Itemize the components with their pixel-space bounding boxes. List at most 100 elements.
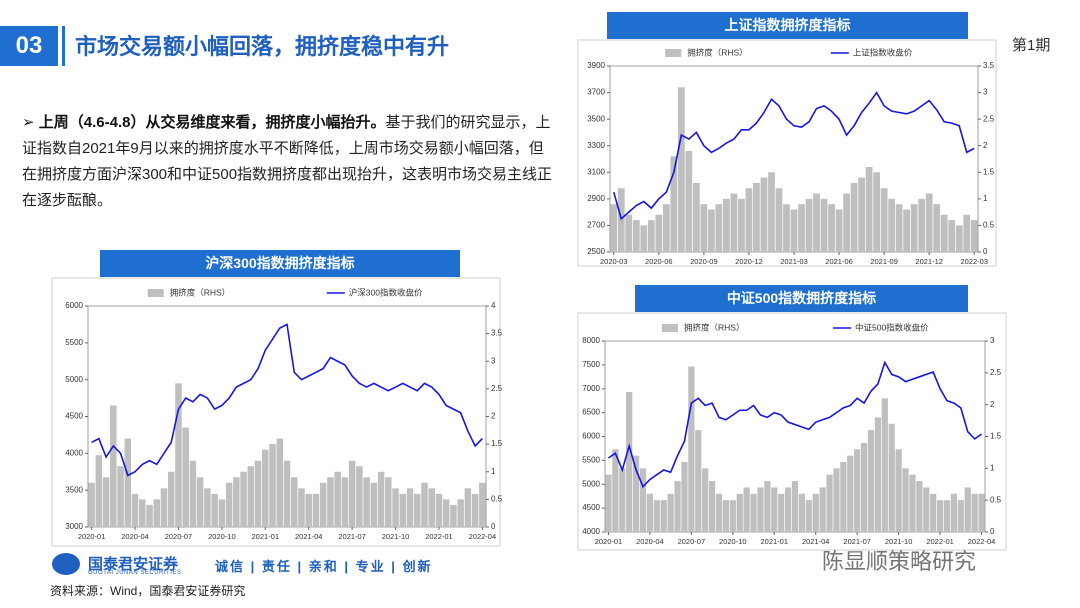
crowding-bar (784, 487, 792, 532)
crowding-bar (196, 477, 204, 527)
crowding-bar (619, 468, 626, 532)
crowding-bar (639, 468, 647, 532)
crowding-bar (833, 468, 840, 532)
crowding-bar (873, 172, 880, 252)
x-tick-label: 2020-10 (208, 532, 236, 541)
x-tick-label: 2020-12 (735, 257, 763, 266)
crowding-bar (798, 493, 806, 532)
crowding-bar (269, 444, 276, 527)
crowding-bar (850, 182, 858, 252)
crowding-bar (888, 423, 895, 532)
crowding-bar (428, 488, 435, 527)
crowding-bar (262, 449, 269, 527)
crowding-bar (760, 177, 768, 252)
logo-name-en: GUOTAI JUNAN SECURITIES (88, 570, 182, 576)
y-tick-label: 4500 (582, 503, 600, 512)
y-tick-label: 5000 (65, 375, 83, 384)
y-tick-label: 2900 (587, 194, 605, 203)
y2-tick-label: 1 (990, 463, 995, 472)
y-tick-label: 7000 (582, 384, 600, 393)
crowding-bar (435, 493, 443, 527)
y2-tick-label: 3 (491, 356, 496, 365)
crowding-bar (826, 474, 833, 532)
y-tick-label: 3100 (587, 167, 605, 176)
crowding-bar (646, 493, 654, 532)
crowding-bar (708, 209, 715, 252)
slogan-word: 创新 (402, 559, 433, 574)
crowding-bar (963, 214, 971, 252)
y-tick-label: 6500 (582, 408, 600, 417)
x-tick-label: 2020-01 (595, 537, 623, 546)
crowding-bar (240, 471, 247, 527)
crowding-bar (617, 188, 625, 252)
crowding-bar (764, 481, 771, 532)
crowding-bar (843, 193, 850, 252)
crowding-bar (95, 455, 103, 527)
chart-title-box (100, 250, 460, 277)
x-tick-label: 2022-01 (425, 532, 453, 541)
crowding-bar (334, 471, 341, 527)
crowding-bar (276, 438, 284, 527)
crowding-bar (729, 500, 736, 532)
y2-tick-label: 0.5 (983, 221, 995, 230)
crowding-bar (978, 493, 985, 532)
crowding-bar (881, 398, 888, 532)
y2-tick-label: 2.5 (983, 114, 995, 123)
crowding-bar (715, 204, 723, 252)
crowding-bar (450, 504, 457, 527)
y-tick-label: 3700 (587, 88, 605, 97)
crowding-bar (812, 493, 819, 532)
crowding-bar (874, 417, 882, 532)
crowding-bar (211, 493, 218, 527)
y2-tick-label: 1 (983, 194, 988, 203)
crowding-bar (757, 487, 764, 532)
title-divider (62, 26, 65, 66)
y-tick-label: 3300 (587, 141, 605, 150)
crowding-bar (791, 481, 799, 532)
crowding-bar (385, 477, 392, 527)
crowding-bar (950, 493, 958, 532)
x-tick-label: 2022-01 (926, 537, 954, 546)
crowding-bar (356, 466, 363, 527)
crowding-bar (612, 449, 619, 532)
y2-tick-label: 2 (990, 400, 995, 409)
crowding-bar (903, 209, 911, 252)
crowding-bar (745, 188, 753, 252)
y-tick-label: 7500 (582, 360, 600, 369)
crowding-bar (722, 500, 730, 532)
slogan-word: 诚信 (215, 559, 246, 574)
y-tick-label: 3500 (587, 114, 605, 123)
crowding-bar (955, 225, 963, 252)
crowding-bar (139, 499, 146, 527)
crowding-bar (790, 209, 798, 252)
crowding-bar (662, 204, 670, 252)
crowding-bar (640, 225, 648, 252)
crowding-bar (736, 493, 743, 532)
x-tick-label: 2022-03 (960, 257, 988, 266)
x-tick-label: 2021-10 (382, 532, 410, 541)
crowding-bar (124, 438, 132, 527)
crowding-bar (783, 204, 790, 252)
x-tick-label: 2020-01 (78, 532, 106, 541)
chart-title-box (635, 285, 968, 312)
x-tick-label: 2021-12 (915, 257, 943, 266)
crowding-bar (319, 482, 327, 527)
crowding-bar (464, 488, 472, 527)
crowding-bar (867, 430, 875, 532)
crowding-bar (110, 405, 117, 527)
chart-title: 中证500指数拥挤度指标 (727, 290, 876, 306)
crowding-bar (957, 500, 964, 532)
crowding-bar (117, 466, 124, 527)
y2-tick-label: 0.5 (990, 495, 1002, 504)
crowding-bar (805, 500, 812, 532)
crowding-bar (225, 482, 233, 527)
y2-tick-label: 0 (983, 247, 988, 256)
legend-label: 中证500指数收盘价 (855, 322, 929, 332)
y2-tick-label: 2.5 (491, 384, 503, 393)
crowding-bar (254, 460, 262, 527)
slide-title: 市场交易额小幅回落，拥挤度稳中有升 (75, 34, 450, 59)
crowding-bar (775, 188, 783, 252)
y-tick-label: 6000 (65, 301, 83, 310)
crowding-bar (632, 455, 640, 532)
